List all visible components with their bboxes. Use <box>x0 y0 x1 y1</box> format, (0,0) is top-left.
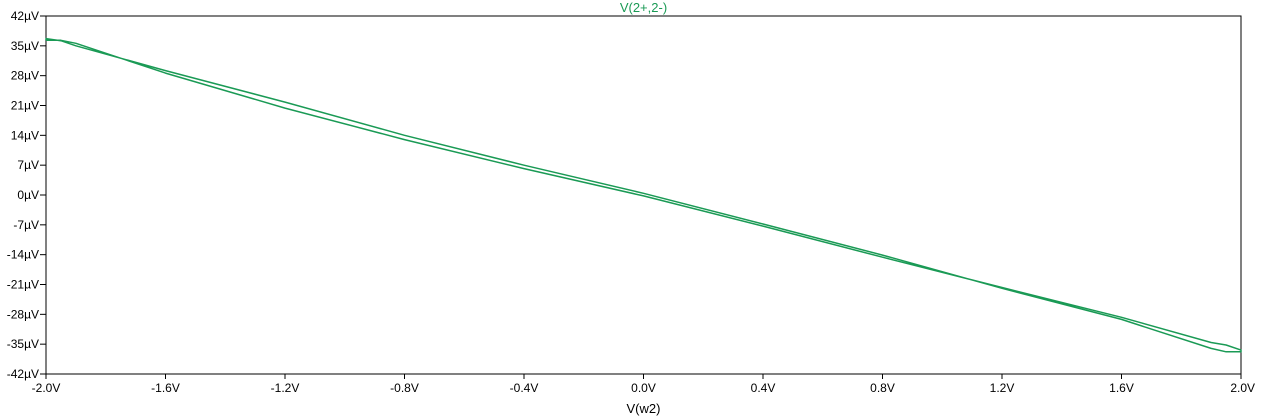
y-tick-label: -28µV <box>7 307 39 321</box>
y-tick-label: 14µV <box>11 128 39 142</box>
y-tick-label: 42µV <box>11 9 39 23</box>
y-tick-label: -7µV <box>13 218 39 232</box>
x-tick-label: -1.6V <box>151 381 180 395</box>
y-tick-label: 0µV <box>17 188 39 202</box>
x-tick-label: -1.2V <box>271 381 300 395</box>
y-tick-label: -42µV <box>7 367 39 381</box>
plot-frame <box>45 15 1242 375</box>
x-tick-label: -2.0V <box>32 381 61 395</box>
x-tick-label: 0.8V <box>870 381 895 395</box>
y-tick-label: 21µV <box>11 99 39 113</box>
series-line <box>45 37 1242 353</box>
x-tick-label: 1.2V <box>990 381 1015 395</box>
x-axis-label: V(w2) <box>627 401 661 416</box>
x-tick-label: 1.6V <box>1109 381 1134 395</box>
y-tick-label: -35µV <box>7 337 39 351</box>
x-tick-label: 2.0V <box>1230 381 1255 395</box>
y-tick-label: 35µV <box>11 39 39 53</box>
x-tick-label: -0.4V <box>510 381 539 395</box>
y-tick-label: -21µV <box>7 278 39 292</box>
y-tick-label: -14µV <box>7 248 39 262</box>
y-tick-label: 7µV <box>17 158 39 172</box>
chart-title: V(2+,2-) <box>620 0 667 15</box>
x-tick-label: 0.4V <box>751 381 776 395</box>
x-tick-label: 0.0V <box>631 381 656 395</box>
x-tick-label: -0.8V <box>390 381 419 395</box>
y-tick-label: 28µV <box>11 69 39 83</box>
